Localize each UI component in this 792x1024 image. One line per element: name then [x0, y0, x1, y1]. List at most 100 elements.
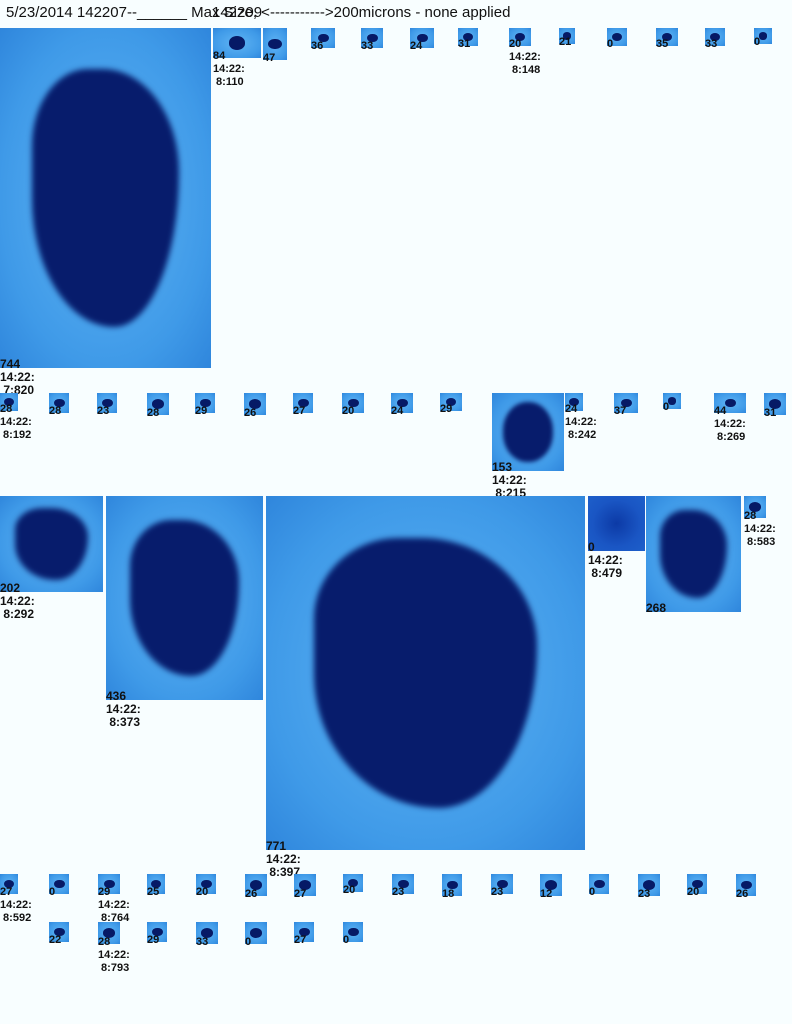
- particle-blob: [317, 33, 329, 43]
- header-title: 5/23/2014 142207--______ Max Size, <----…: [6, 4, 511, 21]
- particle-image: [244, 393, 266, 415]
- particle-image: [49, 922, 69, 942]
- particle-blob: [31, 68, 180, 328]
- particle-image: [588, 496, 645, 551]
- particle-image: [0, 393, 18, 411]
- particle-blob: [298, 880, 312, 890]
- particle-image: [49, 393, 69, 413]
- particle-label: 28: [147, 407, 160, 419]
- particle-blob: [15, 507, 88, 581]
- particle-label: 44 14:22: 8:269: [714, 405, 746, 443]
- particle-label: 36: [311, 40, 324, 52]
- particle-blob: [612, 33, 622, 41]
- particle-blob: [642, 880, 656, 890]
- particle-blob: [151, 880, 161, 888]
- particle-label: 202 14:22: 8:292: [0, 581, 35, 621]
- particle-blob: [4, 398, 14, 406]
- particle-label: 29: [440, 403, 453, 415]
- particle-blob: [298, 927, 310, 937]
- particle-label: 744 14:22: 7:820: [0, 357, 35, 397]
- particle-blob: [768, 399, 782, 409]
- particle-image: [196, 922, 218, 944]
- particle-image: [0, 28, 211, 368]
- particle-blob: [53, 927, 65, 937]
- particle-label: 23: [491, 886, 504, 898]
- particle-blob: [758, 32, 768, 40]
- particle-blob: [593, 879, 605, 889]
- particle-label: 0: [245, 936, 252, 948]
- particle-image: [97, 393, 117, 413]
- particle-blob: [667, 397, 677, 405]
- particle-blob: [463, 33, 473, 41]
- particle-blob: [544, 880, 558, 890]
- particle-blob: [496, 879, 508, 889]
- particle-blob: [724, 398, 736, 408]
- particle-blob: [660, 509, 727, 599]
- particle-label: 24: [391, 405, 404, 417]
- particle-label: 0: [343, 934, 350, 946]
- particle-label: 24: [410, 40, 423, 52]
- particle-label: 12: [540, 888, 553, 900]
- particle-blob: [748, 502, 762, 512]
- particle-label: 153 14:22: 8:215: [492, 460, 527, 500]
- particle-label: 25: [147, 886, 160, 898]
- particle-label: 20: [196, 886, 209, 898]
- particle-label: 27: [294, 888, 307, 900]
- particle-label: 31: [458, 38, 471, 50]
- particle-image: [589, 874, 609, 894]
- particle-image: [607, 28, 627, 46]
- particle-image: [196, 874, 216, 894]
- particle-label: 0: [663, 401, 670, 413]
- particle-label: 33: [361, 40, 374, 52]
- particle-label: 28 14:22: 8:793: [98, 936, 130, 974]
- particle-image: [49, 874, 69, 894]
- particle-label: 23: [392, 886, 405, 898]
- particle-label: 0: [589, 886, 596, 898]
- particle-label: 22: [49, 934, 62, 946]
- particle-blob: [103, 879, 115, 889]
- particle-blob: [691, 879, 703, 889]
- particle-image: [714, 393, 746, 413]
- particle-label: 47: [263, 52, 276, 64]
- particle-image: [744, 496, 766, 518]
- particle-image: [754, 28, 772, 44]
- particle-image: [245, 874, 267, 896]
- particle-image: [147, 874, 165, 894]
- particle-label: 23: [638, 888, 651, 900]
- particle-blob: [53, 398, 65, 408]
- particle-image: [311, 28, 335, 48]
- particle-image: [147, 922, 167, 942]
- particle-blob: [396, 398, 408, 408]
- particle-blob: [502, 402, 554, 462]
- particle-blob: [151, 927, 163, 937]
- particle-blob: [446, 880, 458, 890]
- particle-image: [343, 922, 363, 942]
- particle-label: 0: [754, 36, 761, 48]
- particle-label: 20 14:22: 8:148: [509, 38, 541, 76]
- particle-image: [266, 496, 585, 850]
- particle-image: [638, 874, 660, 896]
- particle-blob: [268, 38, 282, 50]
- particle-image: [705, 28, 725, 46]
- particle-image: [440, 393, 462, 411]
- particle-label: 24 14:22: 8:242: [565, 403, 597, 441]
- particle-image: [213, 28, 261, 58]
- particle-image: [565, 393, 583, 411]
- particle-image: [294, 922, 314, 942]
- particle-label: 0 14:22: 8:479: [588, 540, 623, 580]
- particle-label: 23: [97, 405, 110, 417]
- particle-blob: [446, 398, 456, 406]
- particle-blob: [740, 880, 752, 890]
- particle-blob: [129, 520, 240, 676]
- particle-blob: [620, 398, 632, 408]
- particle-blob: [366, 33, 378, 43]
- particle-label: 37: [614, 405, 627, 417]
- particle-blob: [53, 879, 65, 889]
- particle-blob: [347, 398, 359, 408]
- particle-image: [492, 393, 564, 471]
- particle-image: [764, 393, 786, 415]
- particle-blob: [200, 879, 212, 889]
- particle-blob: [416, 33, 428, 43]
- particle-label: 20: [342, 405, 355, 417]
- particle-label: 84 14:22: 8:110: [213, 50, 245, 88]
